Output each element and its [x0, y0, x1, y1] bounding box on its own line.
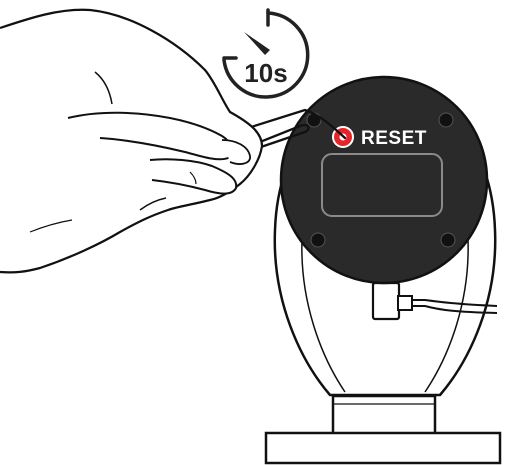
reset-label: RESET — [361, 128, 427, 149]
knuckle-line-2 — [139, 197, 167, 211]
camera-base — [264, 394, 502, 465]
thumb-nail — [221, 139, 251, 165]
stand-inner-left-line — [301, 239, 346, 393]
stopwatch-arc — [222, 11, 310, 99]
screw-top-right — [438, 112, 454, 128]
screw-bottom-right — [440, 232, 456, 248]
camera-back-panel — [279, 75, 489, 285]
stopwatch-icon: 10s — [222, 8, 310, 99]
screw-bottom-left — [310, 232, 326, 248]
cable-plug — [397, 295, 413, 311]
cable-wire-top — [412, 299, 498, 307]
stand-inner-right-line — [424, 239, 469, 393]
knuckle-line-3 — [189, 171, 197, 185]
knuckle-line-1 — [94, 71, 113, 105]
cable-wire-bottom — [412, 305, 498, 314]
reset-button[interactable]: RESET — [332, 126, 427, 149]
timer-label: 10s — [244, 58, 287, 88]
stopwatch-needle — [244, 32, 270, 55]
hand-illustration — [0, 8, 264, 274]
palm-line — [29, 219, 73, 233]
label-plate — [321, 153, 443, 217]
power-cable — [371, 281, 498, 321]
base-neck — [331, 394, 437, 436]
base-plate — [264, 431, 502, 465]
cable-connector — [371, 281, 401, 321]
